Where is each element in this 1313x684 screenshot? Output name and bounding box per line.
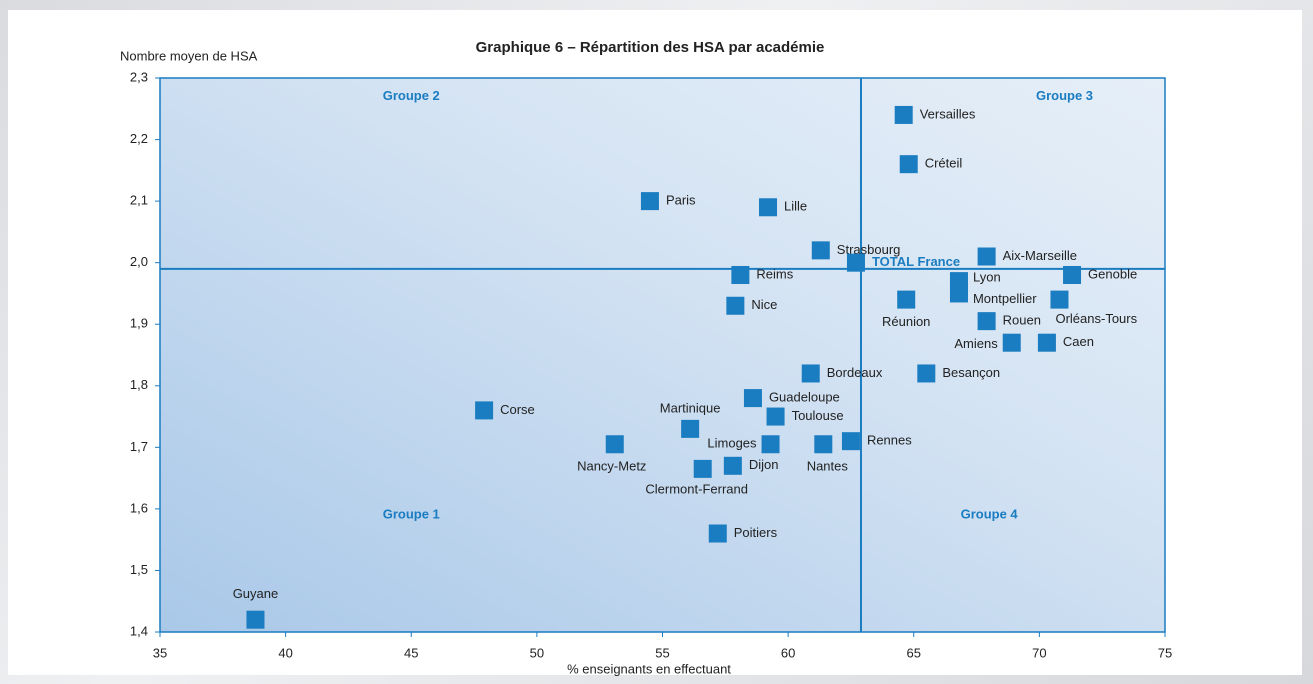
point bbox=[811, 241, 830, 260]
y-tick-label: 1,4 bbox=[130, 623, 148, 638]
y-tick-label: 2,1 bbox=[130, 193, 148, 208]
y-tick-label: 2,0 bbox=[130, 254, 148, 269]
point bbox=[681, 419, 700, 438]
point-label: Lille bbox=[784, 199, 807, 214]
point bbox=[894, 105, 913, 124]
y-tick-label: 1,8 bbox=[130, 377, 148, 392]
point-label: Lyon bbox=[973, 270, 1001, 285]
x-tick-label: 65 bbox=[907, 645, 921, 660]
point-label: Nantes bbox=[807, 459, 849, 474]
point-label: Limoges bbox=[707, 436, 757, 451]
point bbox=[759, 198, 778, 217]
point bbox=[723, 456, 742, 475]
chart-title: Graphique 6 – Répartition des HSA par ac… bbox=[476, 39, 825, 56]
point bbox=[1050, 290, 1069, 309]
point-label: TOTAL France bbox=[872, 254, 960, 269]
y-tick-label: 1,6 bbox=[130, 500, 148, 515]
point bbox=[977, 312, 996, 331]
point-label: Rouen bbox=[1003, 313, 1041, 328]
point-label: Guadeloupe bbox=[769, 390, 840, 405]
group-label: Groupe 1 bbox=[383, 506, 440, 521]
point bbox=[814, 435, 833, 454]
point-label: Caen bbox=[1063, 334, 1094, 349]
x-tick-label: 55 bbox=[655, 645, 669, 660]
point-label: Dijon bbox=[749, 457, 779, 472]
x-tick-label: 60 bbox=[781, 645, 795, 660]
point bbox=[766, 407, 785, 426]
point-label: Genoble bbox=[1088, 266, 1137, 281]
point-label: Versailles bbox=[920, 106, 976, 121]
point-label: Réunion bbox=[882, 314, 930, 329]
point-label: Amiens bbox=[954, 336, 998, 351]
group-label: Groupe 4 bbox=[961, 506, 1019, 521]
point bbox=[761, 435, 780, 454]
point-label: Orléans-Tours bbox=[1055, 311, 1137, 326]
point bbox=[899, 155, 918, 174]
point bbox=[801, 364, 820, 383]
point-label: Strasbourg bbox=[837, 242, 901, 257]
point-label: Nice bbox=[751, 297, 777, 312]
x-tick-label: 75 bbox=[1158, 645, 1172, 660]
point-label: Martinique bbox=[660, 400, 721, 415]
point-label: Clermont-Ferrand bbox=[645, 481, 748, 496]
point bbox=[949, 284, 968, 303]
point bbox=[726, 296, 745, 315]
point-label: Bordeaux bbox=[827, 365, 883, 380]
x-axis-label: % enseignants en effectuant bbox=[567, 661, 731, 676]
point bbox=[708, 524, 727, 543]
x-tick-label: 35 bbox=[153, 645, 167, 660]
x-tick-label: 50 bbox=[530, 645, 544, 660]
plot-area bbox=[159, 77, 1166, 633]
point bbox=[1037, 333, 1056, 352]
point bbox=[917, 364, 936, 383]
point-label: Besançon bbox=[942, 365, 1000, 380]
y-tick-label: 1,7 bbox=[130, 439, 148, 454]
point-label: Nancy-Metz bbox=[577, 459, 646, 474]
point-label: Poitiers bbox=[734, 525, 778, 540]
point bbox=[897, 290, 916, 309]
point bbox=[841, 432, 860, 451]
point bbox=[743, 389, 762, 408]
y-tick-label: 1,5 bbox=[130, 562, 148, 577]
x-tick-label: 70 bbox=[1032, 645, 1046, 660]
group-label: Groupe 3 bbox=[1036, 88, 1093, 103]
point bbox=[475, 401, 494, 420]
group-label: Groupe 2 bbox=[383, 88, 440, 103]
x-tick-label: 40 bbox=[278, 645, 292, 660]
point bbox=[846, 253, 865, 272]
point bbox=[693, 459, 712, 478]
point bbox=[1063, 265, 1082, 284]
y-tick-label: 2,3 bbox=[130, 69, 148, 84]
point-label: Corse bbox=[500, 402, 535, 417]
point bbox=[246, 610, 265, 629]
y-tick-label: 1,9 bbox=[130, 316, 148, 331]
y-axis-label: Nombre moyen de HSA bbox=[120, 48, 258, 63]
point bbox=[605, 435, 624, 454]
point bbox=[640, 192, 659, 211]
point-label: Guyane bbox=[233, 586, 279, 601]
y-tick-label: 2,2 bbox=[130, 131, 148, 146]
point-label: Aix-Marseille bbox=[1003, 248, 1077, 263]
point-label: Créteil bbox=[925, 156, 963, 171]
x-tick-label: 45 bbox=[404, 645, 418, 660]
point-label: Reims bbox=[756, 266, 793, 281]
point-label: Paris bbox=[666, 193, 696, 208]
point bbox=[1002, 333, 1021, 352]
point-label: Rennes bbox=[867, 433, 912, 448]
point bbox=[977, 247, 996, 266]
point-label: Montpellier bbox=[973, 291, 1037, 306]
point bbox=[731, 265, 750, 284]
point-label: Toulouse bbox=[792, 408, 844, 423]
